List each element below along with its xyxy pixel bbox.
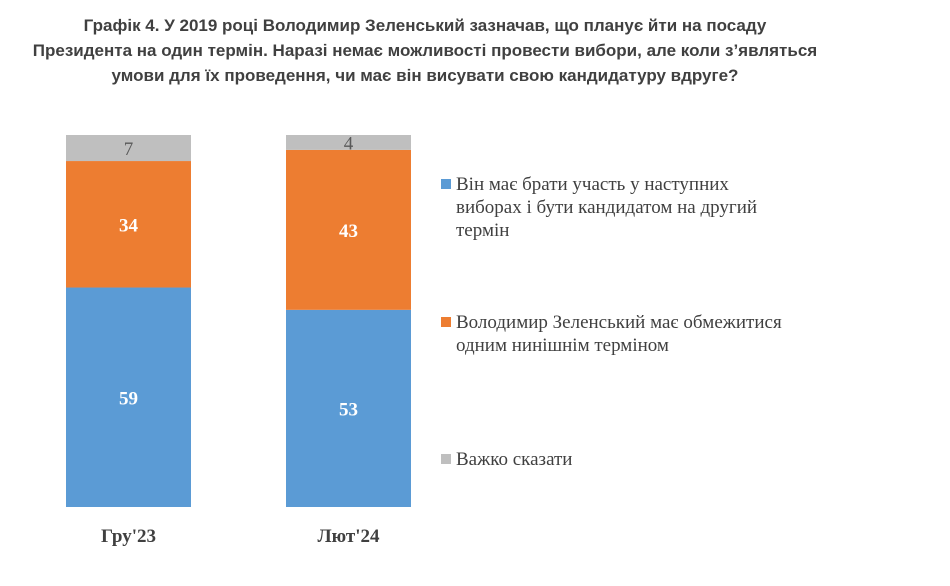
data-label-1-1: 59	[119, 388, 138, 409]
bar-segment-1-2	[66, 161, 191, 288]
category-label-1: Гру'23	[101, 526, 156, 547]
legend-text-1-2: виборах і бути кандидатом на другий	[456, 197, 757, 218]
data-label-2-1: 53	[339, 399, 358, 420]
legend-text-2-2: одним нинішнім терміном	[456, 335, 669, 356]
bar-segment-2-1	[286, 309, 411, 507]
bars-group: 59 34 7 Гру'23 53 43 4 Лют'24	[66, 133, 411, 547]
data-label-1-2: 34	[119, 215, 139, 236]
legend-text-3-1: Важко сказати	[456, 449, 572, 470]
bar-segment-2-2	[286, 149, 411, 310]
chart-title-line-2: Президента на один термін. Наразі немає …	[32, 41, 818, 60]
chart-title-line-3: умови для їх проведення, чи має він вису…	[111, 66, 739, 85]
data-label-2-2: 43	[339, 221, 358, 242]
bar-segment-1-1	[66, 287, 191, 507]
bar-segment-1-3	[66, 135, 191, 162]
chart-title-line-1: Графік 4. У 2019 році Володимир Зеленськ…	[83, 16, 767, 35]
chart-title: Графік 4. У 2019 році Володимир Зеленськ…	[0, 13, 850, 88]
legend-swatch-3	[441, 454, 451, 464]
legend-text-1-1: Він має брати участь у наступних	[456, 174, 729, 195]
legend-swatch-1	[441, 179, 451, 189]
legend: Він має брати участь у наступнихвиборах …	[441, 174, 782, 470]
bar-segment-2-3	[286, 135, 411, 150]
legend-text-2-1: Володимир Зеленський має обмежитися	[456, 312, 782, 333]
legend-text-1-3: термін	[456, 220, 509, 241]
category-label-2: Лют'24	[317, 526, 380, 547]
data-label-2-3: 4	[344, 133, 354, 154]
legend-swatch-2	[441, 317, 451, 327]
data-label-1-3: 7	[124, 139, 134, 160]
